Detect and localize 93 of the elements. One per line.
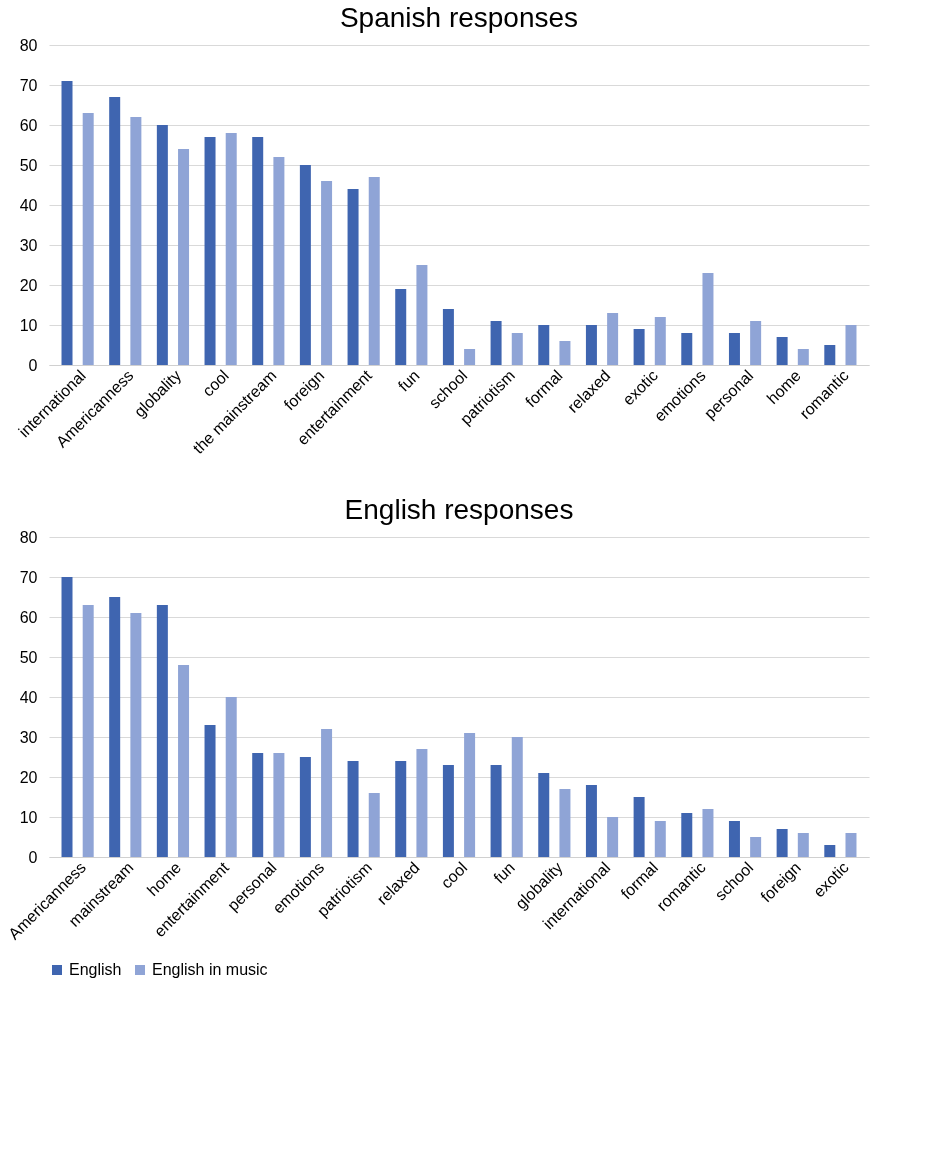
y-tick-label: 30 [19, 236, 38, 254]
chart-title: English responses [344, 494, 574, 525]
bar [204, 725, 216, 857]
bar [797, 833, 809, 857]
y-tick-label: 70 [19, 568, 38, 586]
y-tick-label: 80 [19, 528, 38, 546]
x-tick-label: cool [437, 858, 471, 892]
bar [442, 765, 454, 857]
bar [321, 181, 333, 365]
bar [156, 125, 168, 365]
bar [559, 789, 571, 857]
bar [368, 793, 380, 857]
bar [585, 325, 597, 365]
bar [824, 345, 836, 365]
bar [607, 313, 619, 365]
bar [156, 605, 168, 857]
bar [607, 817, 619, 857]
bar [728, 821, 740, 857]
bar [225, 697, 237, 857]
bar [273, 753, 285, 857]
bar [61, 81, 73, 365]
bar [109, 597, 121, 857]
y-tick-label: 10 [19, 808, 38, 826]
x-tick-label: fun [394, 366, 423, 395]
bar [395, 289, 407, 365]
bar [797, 349, 809, 365]
bar [845, 325, 857, 365]
y-tick-label: 20 [19, 768, 38, 786]
bar [633, 329, 645, 365]
y-tick-label: 0 [28, 356, 38, 374]
bar [585, 785, 597, 857]
bar [321, 729, 333, 857]
bar [490, 321, 502, 365]
bar [750, 321, 762, 365]
bar [252, 753, 264, 857]
bar [538, 325, 550, 365]
bar [395, 761, 407, 857]
bar [82, 605, 94, 857]
y-tick-label: 40 [19, 688, 38, 706]
bar [368, 177, 380, 365]
bar [299, 757, 311, 857]
bar [538, 773, 550, 857]
bar [464, 349, 476, 365]
bar [681, 813, 693, 857]
bar [824, 845, 836, 857]
bar [702, 273, 714, 365]
y-tick-label: 80 [19, 36, 38, 54]
bar [776, 337, 788, 365]
y-tick-label: 0 [28, 848, 38, 866]
bar [654, 821, 666, 857]
bar [273, 157, 285, 365]
x-tick-label: fun [490, 858, 518, 887]
bar [82, 113, 94, 365]
bar [728, 333, 740, 365]
y-tick-label: 10 [19, 316, 38, 334]
bar [347, 189, 359, 365]
bar [702, 809, 714, 857]
bar [130, 613, 142, 857]
bar [442, 309, 454, 365]
y-tick-label: 60 [19, 116, 38, 134]
bar [178, 149, 190, 365]
bar [347, 761, 359, 857]
bar [61, 577, 73, 857]
y-tick-label: 50 [19, 156, 38, 174]
bar [776, 829, 788, 857]
bar [416, 749, 428, 857]
bar [633, 797, 645, 857]
bar [464, 733, 476, 857]
bar [490, 765, 502, 857]
bar [130, 117, 142, 365]
y-tick-label: 30 [19, 728, 38, 746]
bar [559, 341, 571, 365]
chart-title: Spanish responses [339, 2, 579, 33]
y-tick-label: 20 [19, 276, 38, 294]
bar [681, 333, 693, 365]
y-tick-label: 60 [19, 608, 38, 626]
bar [252, 137, 264, 365]
bar [109, 97, 121, 365]
bar [750, 837, 762, 857]
bar [511, 333, 523, 365]
bar [225, 133, 237, 365]
legend-label: English [69, 961, 122, 978]
bar [416, 265, 428, 365]
bar [204, 137, 216, 365]
bar [178, 665, 190, 857]
legend-label: English in music [152, 961, 268, 978]
bar [299, 165, 311, 365]
bar [845, 833, 857, 857]
y-tick-label: 70 [19, 76, 38, 94]
bar [511, 737, 523, 857]
y-tick-label: 40 [19, 196, 38, 214]
bar [654, 317, 666, 365]
y-tick-label: 50 [19, 648, 38, 666]
